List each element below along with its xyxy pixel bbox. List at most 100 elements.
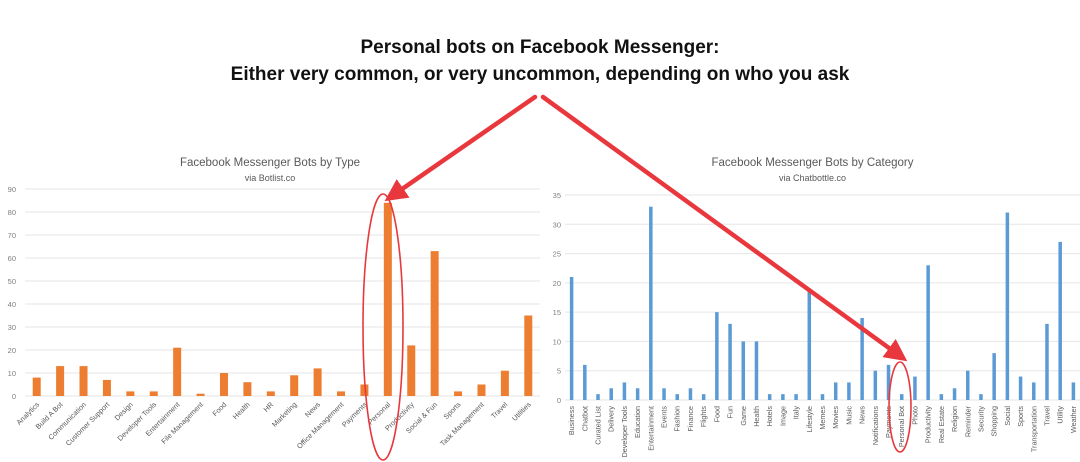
right-chart-x-label: News: [858, 406, 867, 424]
right-chart-x-label: Chatbot: [580, 406, 589, 431]
left-chart-bar: [407, 345, 416, 396]
right-chart-y-tick: 25: [553, 250, 561, 259]
left-chart-y-tick: 20: [8, 346, 16, 355]
left-chart-bar: [454, 391, 463, 396]
left-chart-bar: [196, 393, 205, 396]
right-chart-bar: [952, 388, 957, 400]
left-chart-title: Facebook Messenger Bots by Type: [179, 157, 361, 169]
left-chart-y-tick: 0: [12, 392, 16, 401]
right-chart-bar: [860, 318, 864, 400]
right-chart-bar: [913, 376, 917, 400]
right-chart-y-tick: 20: [553, 279, 561, 288]
right-chart-x-label: Movies: [831, 406, 840, 429]
right-chart-bar: [767, 394, 772, 400]
right-chart-x-label: Personal Bot: [897, 406, 906, 447]
left-chart-y-tick: 40: [8, 300, 16, 309]
right-chart-x-label: Health: [752, 406, 761, 427]
left-chart-subtitle: via Botlist.co: [244, 173, 296, 183]
right-chart-bar: [781, 394, 785, 400]
right-chart-x-label: Transportation: [1029, 406, 1038, 452]
right-chart-bar: [662, 388, 666, 400]
left-chart-bar: [290, 375, 299, 396]
right-chart-x-label: Sports: [1016, 406, 1025, 427]
right-chart-x-label: Reminder: [963, 405, 972, 437]
right-chart-x-label: Travel: [1042, 406, 1051, 426]
left-chart-bar: [219, 373, 228, 396]
right-chart-x-label: Productivity: [924, 406, 933, 444]
left-chart-bar: [243, 382, 252, 396]
right-chart-bar: [596, 394, 600, 400]
right-chart-x-label: Fun: [726, 406, 735, 418]
right-chart-x-label: Photo: [910, 406, 919, 425]
right-chart-x-label: Italy: [792, 406, 801, 420]
left-chart-bar: [102, 379, 111, 396]
right-chart-x-label: Education: [633, 406, 642, 438]
right-chart-x-label: Flights: [699, 406, 708, 428]
right-chart-bar: [715, 312, 719, 400]
left-chart-bar: [266, 391, 275, 396]
left-chart-bar: [173, 347, 182, 396]
right-chart-x-label: Game: [739, 406, 748, 426]
right-chart-y-tick: 10: [553, 337, 561, 346]
right-chart-bar: [583, 364, 587, 400]
right-chart-x-label: Utility: [1056, 406, 1065, 424]
left-chart-bar: [500, 370, 509, 396]
right-chart-x-label: Music: [844, 406, 853, 425]
right-chart-x-label: Security: [976, 406, 985, 432]
right-chart-bar: [1071, 382, 1076, 400]
left-chart-bar: [524, 315, 533, 396]
right-chart-bar: [979, 394, 983, 400]
left-chart-bar: [430, 251, 439, 396]
left-chart-y-tick: 50: [8, 277, 16, 286]
left-chart-bar: [79, 366, 88, 396]
right-chart-x-label: Religion: [950, 406, 959, 432]
right-chart-bar: [926, 265, 930, 400]
left-chart-bar: [149, 391, 158, 396]
left-chart-y-tick: 10: [8, 369, 16, 378]
right-chart-x-label: Social: [1003, 406, 1012, 426]
right-chart-bar: [833, 382, 838, 400]
right-chart-bar: [899, 394, 904, 400]
right-chart-bar: [939, 394, 944, 400]
right-chart-bar: [820, 394, 825, 400]
right-chart-bar: [1045, 323, 1049, 400]
right-chart-x-label: Image: [778, 406, 787, 426]
right-chart-bar: [992, 353, 996, 400]
right-chart-x-label: Notifications: [871, 406, 880, 446]
right-chart-bar: [741, 341, 746, 400]
right-chart-x-label: Memes: [818, 406, 827, 430]
right-chart-bar: [675, 394, 679, 400]
left-chart-bar: [337, 391, 346, 396]
right-chart-bar: [569, 277, 574, 400]
left-chart-bar: [56, 366, 65, 396]
right-chart-bar: [1058, 241, 1062, 400]
right-chart-bar: [635, 388, 640, 400]
right-chart-y-tick: 30: [553, 220, 561, 229]
right-chart-x-label: Shopping: [990, 406, 999, 436]
right-chart-x-label: Curated List: [594, 406, 603, 445]
right-chart-x-label: Payments: [884, 406, 893, 438]
right-chart-y-tick: 5: [557, 367, 561, 376]
left-chart-bar: [32, 377, 41, 396]
right-chart-x-label: Lifestyle: [805, 406, 814, 432]
right-chart-bar: [701, 394, 706, 400]
left-chart-y-tick: 30: [8, 323, 16, 332]
right-chart-x-label: Food: [712, 406, 721, 422]
right-chart-bar: [847, 382, 851, 400]
right-chart-x-label: Entertainment: [646, 406, 655, 451]
right-chart-y-tick: 15: [553, 308, 561, 317]
right-chart-y-tick: 0: [557, 396, 561, 405]
left-chart-y-tick: 90: [8, 185, 16, 194]
right-chart-bar: [794, 394, 798, 400]
left-chart-y-tick: 60: [8, 254, 16, 263]
right-chart-x-label: Delivery: [607, 406, 616, 432]
left-chart-y-tick: 80: [8, 208, 16, 217]
right-chart-bar: [622, 382, 627, 400]
left-chart-bar: [313, 368, 322, 396]
right-chart-bar: [1032, 382, 1036, 400]
right-chart-bar: [886, 364, 891, 400]
right-chart-bar: [728, 323, 732, 400]
right-chart-bar: [649, 206, 653, 400]
right-chart-x-label: Real Estate: [937, 406, 946, 443]
